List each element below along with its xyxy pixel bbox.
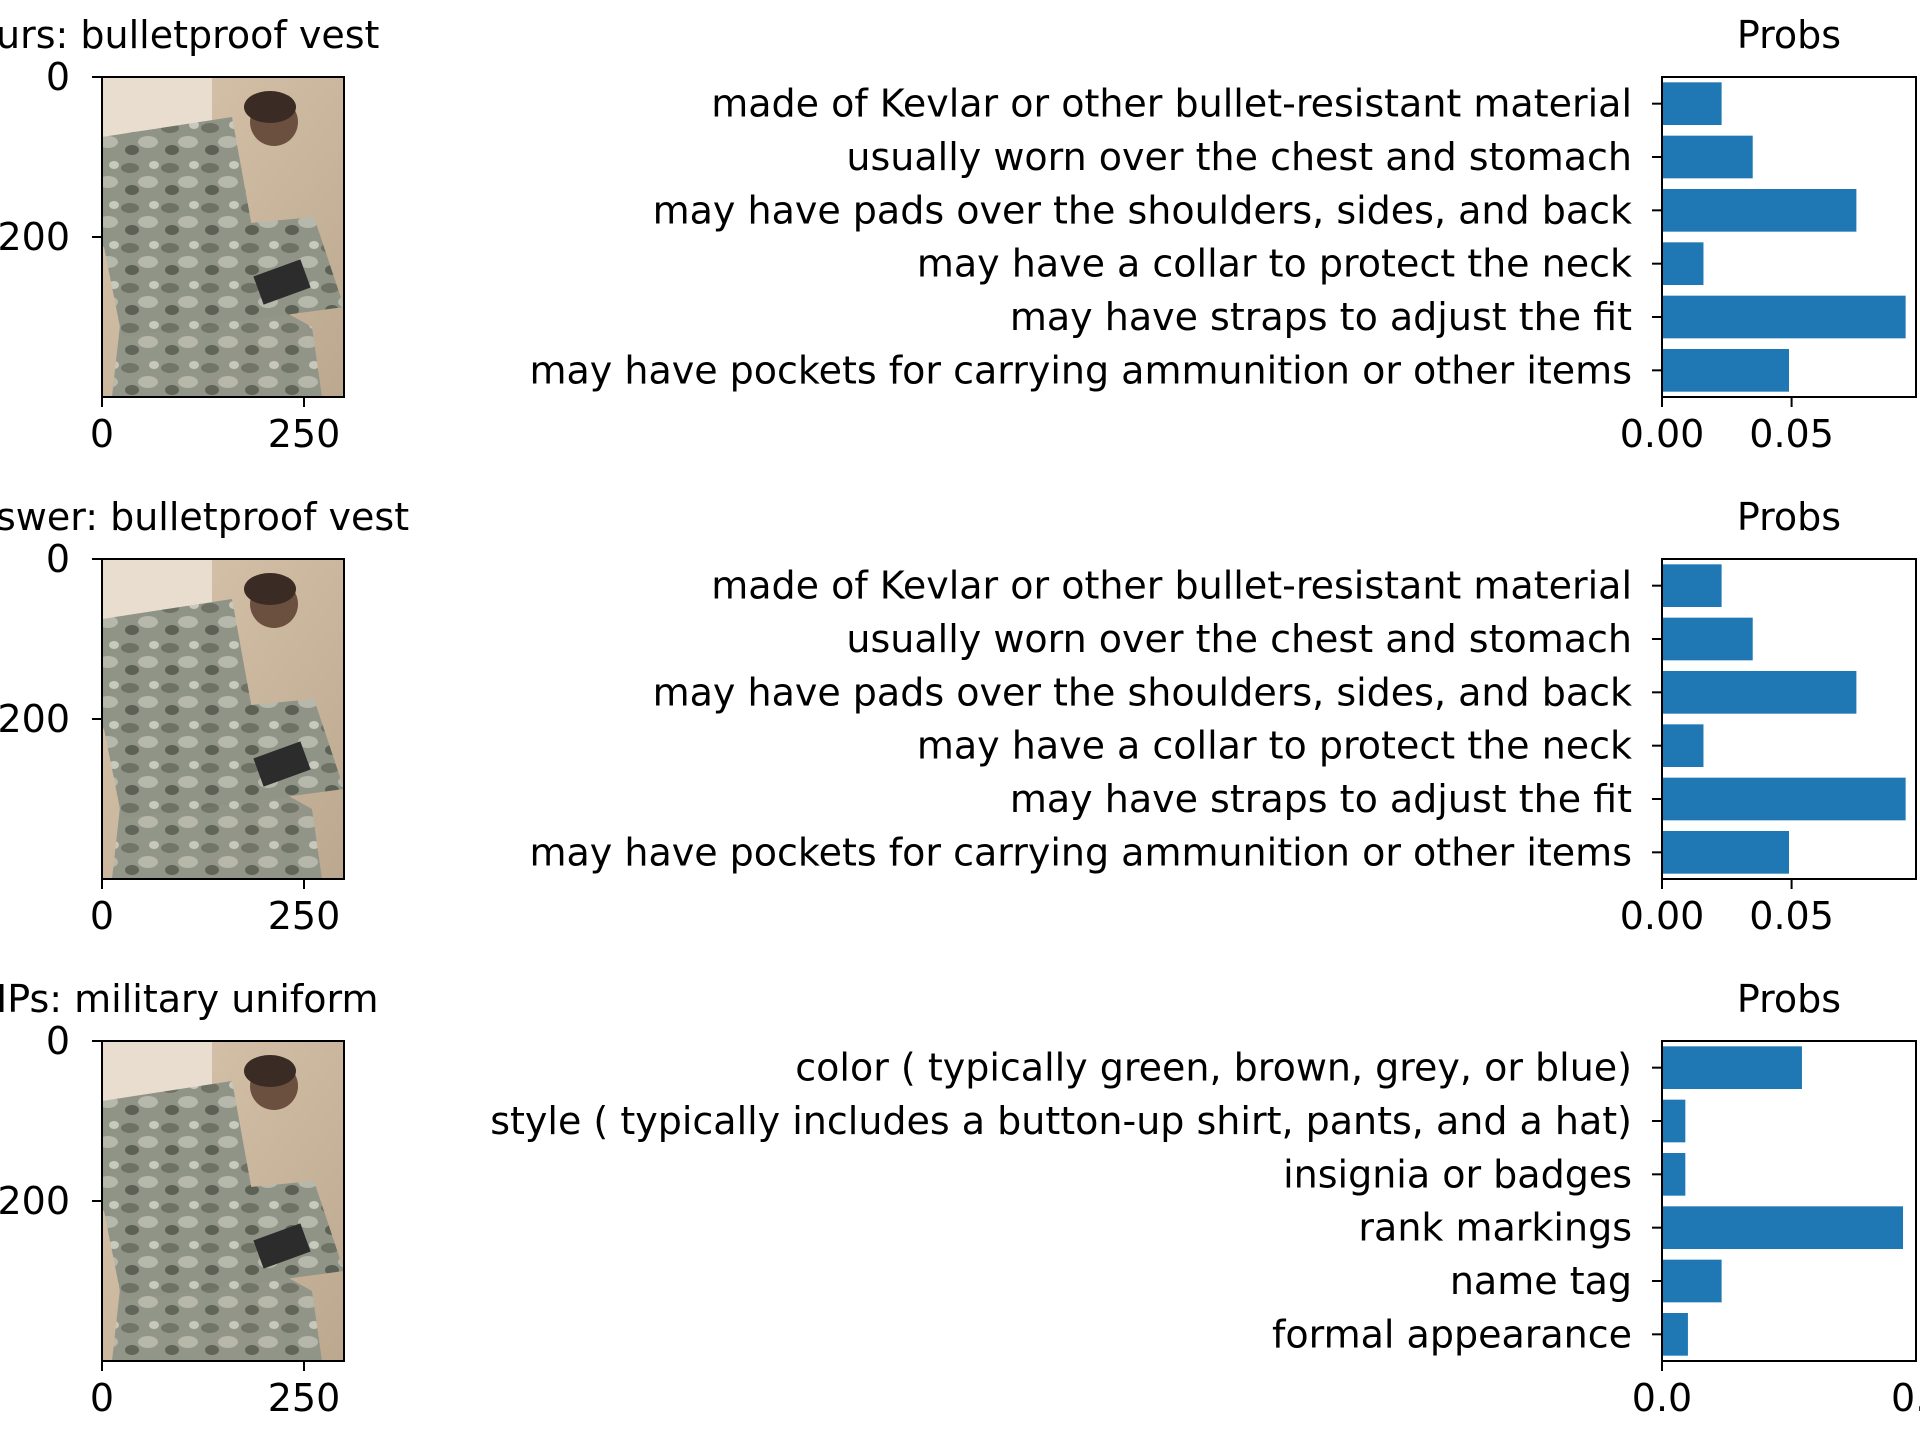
category-label: may have a collar to protect the neck [917, 242, 1632, 286]
image-title: swer: bulletproof vest [0, 495, 409, 539]
xtick-label: 0.05 [1749, 412, 1834, 456]
bar [1662, 295, 1906, 339]
bar [1662, 349, 1789, 392]
xtick-label: 0.05 [1749, 894, 1834, 938]
bar [1662, 564, 1722, 607]
bar [1662, 1153, 1686, 1196]
bar [1662, 1259, 1722, 1303]
category-label: may have pockets for carrying ammunition… [529, 348, 1632, 392]
category-label: made of Kevlar or other bullet-resistant… [711, 82, 1632, 126]
image-xtick-label: 250 [268, 412, 341, 456]
category-label: may have straps to adjust the fit [1010, 295, 1632, 339]
image-ytick-label: 0 [46, 1019, 70, 1063]
image-xtick-label: 0 [90, 1376, 114, 1420]
bar [1662, 671, 1857, 714]
category-label: usually worn over the chest and stomach [846, 135, 1632, 179]
category-label: may have pockets for carrying ammunition… [529, 830, 1632, 874]
xtick-label: 0.00 [1620, 894, 1705, 938]
bar [1662, 82, 1722, 125]
image-ytick-label: 200 [0, 1179, 70, 1223]
image-xtick-label: 250 [268, 1376, 341, 1420]
bar-axes-frame [1661, 558, 1917, 880]
bar [1662, 1206, 1904, 1249]
bar [1662, 1099, 1686, 1143]
bar [1662, 724, 1704, 767]
image-ytick-label: 0 [46, 55, 70, 99]
xtick-label: 0.1 [1891, 1376, 1920, 1420]
xtick-label: 0.00 [1620, 412, 1705, 456]
bar [1662, 1046, 1802, 1089]
bar-axes-frame [1661, 76, 1917, 398]
category-label: may have pads over the shoulders, sides,… [653, 188, 1632, 232]
chart-title: Probs [1737, 13, 1841, 57]
category-label: made of Kevlar or other bullet-resistant… [711, 564, 1632, 608]
image-title: IPs: military uniform [0, 977, 379, 1021]
chart-title: Probs [1737, 495, 1841, 539]
category-label: may have a collar to protect the neck [917, 724, 1632, 768]
category-label: insignia or badges [1283, 1152, 1632, 1196]
category-label: style ( typically includes a button-up s… [490, 1099, 1632, 1143]
image-title: urs: bulletproof vest [0, 13, 379, 57]
soldier-with-bulletproof-vest-photo [102, 559, 344, 879]
image-xtick-label: 0 [90, 894, 114, 938]
bar [1662, 617, 1753, 661]
bar [1662, 135, 1753, 179]
category-label: color ( typically green, brown, grey, or… [795, 1046, 1632, 1090]
bar-chart-1: Probs made of Kevlar or other bullet-resi… [529, 13, 1917, 456]
bar-axes-frame [1661, 1040, 1917, 1362]
bar [1662, 189, 1857, 232]
image-ytick-label: 200 [0, 215, 70, 259]
bar [1662, 1313, 1688, 1356]
bar [1662, 777, 1906, 821]
category-label: may have pads over the shoulders, sides,… [653, 670, 1632, 714]
category-label: usually worn over the chest and stomach [846, 617, 1632, 661]
image-xtick-label: 250 [268, 894, 341, 938]
bar-chart-2: Probs made of Kevlar or other bullet-resi… [529, 495, 1917, 938]
category-label: name tag [1450, 1259, 1632, 1303]
soldier-with-bulletproof-vest-photo [102, 77, 344, 397]
bar-chart-3: Probs color ( typically green, brown, gre… [490, 977, 1920, 1420]
bar [1662, 831, 1789, 874]
xtick-label: 0.0 [1632, 1376, 1692, 1420]
bar [1662, 242, 1704, 285]
category-label: formal appearance [1272, 1312, 1632, 1356]
category-label: may have straps to adjust the fit [1010, 777, 1632, 821]
image-ytick-label: 200 [0, 697, 70, 741]
soldier-with-bulletproof-vest-photo [102, 1041, 344, 1361]
image-ytick-label: 0 [46, 537, 70, 581]
category-label: rank markings [1358, 1206, 1632, 1250]
chart-title: Probs [1737, 977, 1841, 1021]
image-xtick-label: 0 [90, 412, 114, 456]
